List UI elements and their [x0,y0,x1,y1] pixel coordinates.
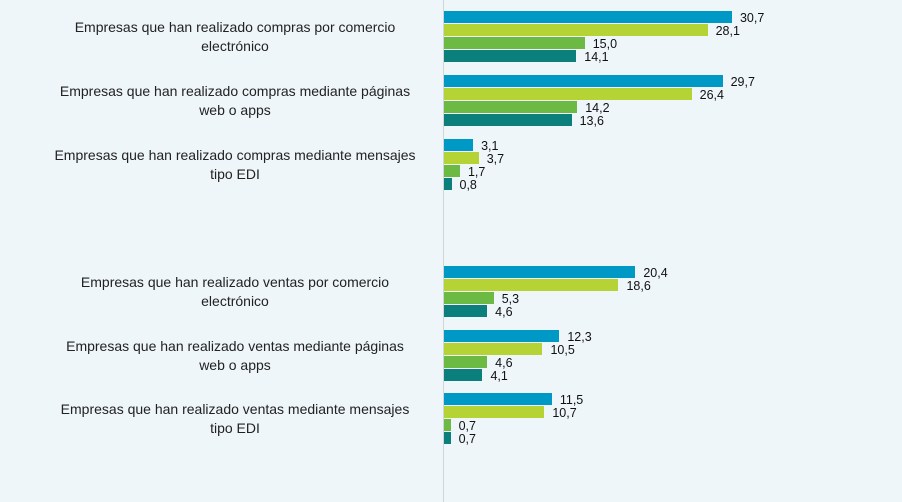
bar [444,75,723,87]
data-label: 15,0 [592,37,618,51]
data-label: 1,7 [467,165,486,179]
category-label-line: web o apps [199,102,271,118]
bar [444,419,451,431]
data-label: 10,5 [550,343,575,357]
category-label: Empresas que han realizado compras media… [35,146,435,184]
category-label-line: Empresas que han realizado compras media… [54,147,416,163]
category-label: Empresas que han realizado ventas median… [35,400,435,438]
category-label-line: electrónico [201,293,269,309]
data-label: 29,7 [730,75,755,89]
category-label: Empresas que han realizado ventas por co… [35,273,435,311]
category-label-line: Empresas que han realizado compras por c… [74,19,396,35]
data-label: 4,6 [495,305,513,319]
data-label: 0,8 [459,178,477,192]
data-label: 0,7 [458,419,476,433]
bar [444,266,636,278]
data-label: 20,4 [643,266,668,280]
bar [444,393,552,405]
data-label: 3,7 [486,152,505,166]
data-label: 5,3 [501,292,520,306]
category-label-line: electrónico [201,38,269,54]
bar [444,139,474,151]
bar [444,330,560,342]
bar [444,406,545,418]
bar [444,165,460,177]
data-label: 28,1 [715,24,740,38]
y-axis-line [443,0,444,502]
bar [444,50,577,62]
bar [444,292,494,304]
category-label: Empresas que han realizado ventas median… [35,337,435,375]
data-label: 4,6 [495,356,513,370]
category-label-line: Empresas que han realizado ventas por co… [80,274,390,290]
data-label: 30,7 [739,11,765,25]
data-label: 26,4 [699,88,724,102]
data-label: 0,7 [458,432,476,446]
bar [444,305,488,317]
data-label: 11,5 [559,393,584,407]
bar [444,24,708,36]
data-label: 18,6 [626,279,651,293]
bar [444,11,732,23]
bar [444,432,451,444]
category-label-line: tipo EDI [210,420,260,436]
bar [444,152,479,164]
data-label: 4,1 [490,369,508,383]
category-label-line: Empresas que han realizado compras media… [59,83,411,99]
data-label: 13,6 [579,114,604,128]
data-label: 10,7 [552,406,577,420]
bar [444,178,452,190]
category-label-line: Empresas que han realizado ventas median… [60,401,410,417]
data-label: 3,1 [481,139,499,153]
bar [444,101,578,113]
bar [444,369,483,381]
bar [444,114,572,126]
bar [444,37,585,49]
category-label: Empresas que han realizado compras por c… [35,18,435,56]
bar [444,88,692,100]
category-label: Empresas que han realizado compras media… [35,82,435,120]
category-label-line: web o apps [199,357,271,373]
category-label-line: tipo EDI [210,166,260,182]
data-label: 14,1 [584,50,609,64]
bar [444,279,619,291]
data-label: 14,2 [585,101,610,115]
data-label: 12,3 [567,330,592,344]
category-label-line: Empresas que han realizado ventas median… [66,338,404,354]
bar [444,343,543,355]
bar [444,356,488,368]
